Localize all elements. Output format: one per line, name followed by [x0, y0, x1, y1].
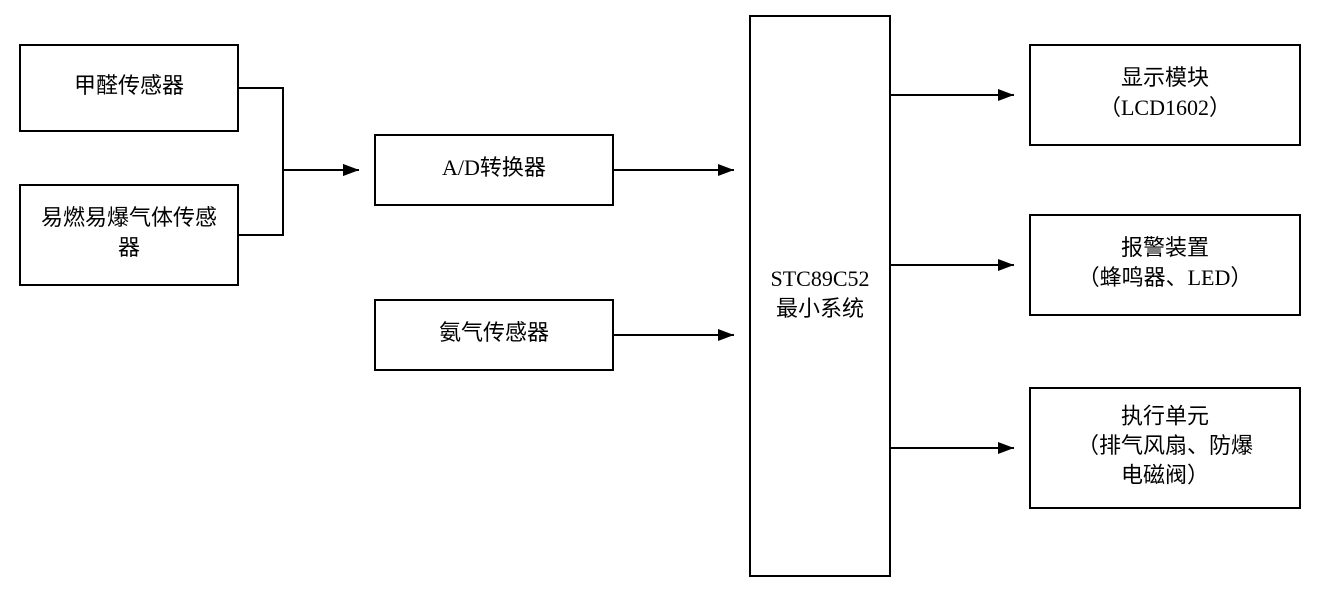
node-adc: A/D转换器: [375, 135, 613, 205]
node-display-line1: （LCD1602）: [1099, 95, 1231, 120]
node-alarm-line0: 报警装置: [1121, 235, 1209, 260]
node-actuator-line0: 执行单元: [1121, 403, 1209, 428]
node-alarm: 报警装置 （蜂鸣器、LED）: [1030, 215, 1300, 315]
node-actuator-line2: 电磁阀）: [1121, 463, 1209, 488]
node-mcu-line0: STC89C52: [770, 266, 869, 291]
node-actuator: 执行单元 （排气风扇、防爆电磁阀）: [1030, 388, 1300, 508]
node-sensor1-line0: 甲醛传感器: [74, 73, 184, 98]
node-adc-line0: A/D转换器: [442, 155, 546, 180]
node-mcu-line1: 最小系统: [776, 296, 864, 321]
node-mcu: STC89C52 最小系统: [750, 16, 890, 576]
node-sensor2: 易燃易爆气体传感器: [20, 185, 238, 285]
edge-e1: [238, 88, 359, 170]
node-sensor3: 氨气传感器: [375, 300, 613, 370]
node-sensor2-line1: 器: [118, 235, 140, 260]
node-sensor2-line0: 易燃易爆气体传感: [41, 205, 217, 230]
node-sensor3-line0: 氨气传感器: [439, 320, 549, 345]
node-actuator-line1: （排气风扇、防爆: [1077, 433, 1253, 458]
node-display-line0: 显示模块: [1121, 65, 1209, 90]
edge-e2: [238, 170, 359, 235]
node-alarm-line1: （蜂鸣器、LED）: [1078, 265, 1253, 290]
node-display: 显示模块 （LCD1602）: [1030, 45, 1300, 145]
node-sensor1: 甲醛传感器: [20, 45, 238, 131]
